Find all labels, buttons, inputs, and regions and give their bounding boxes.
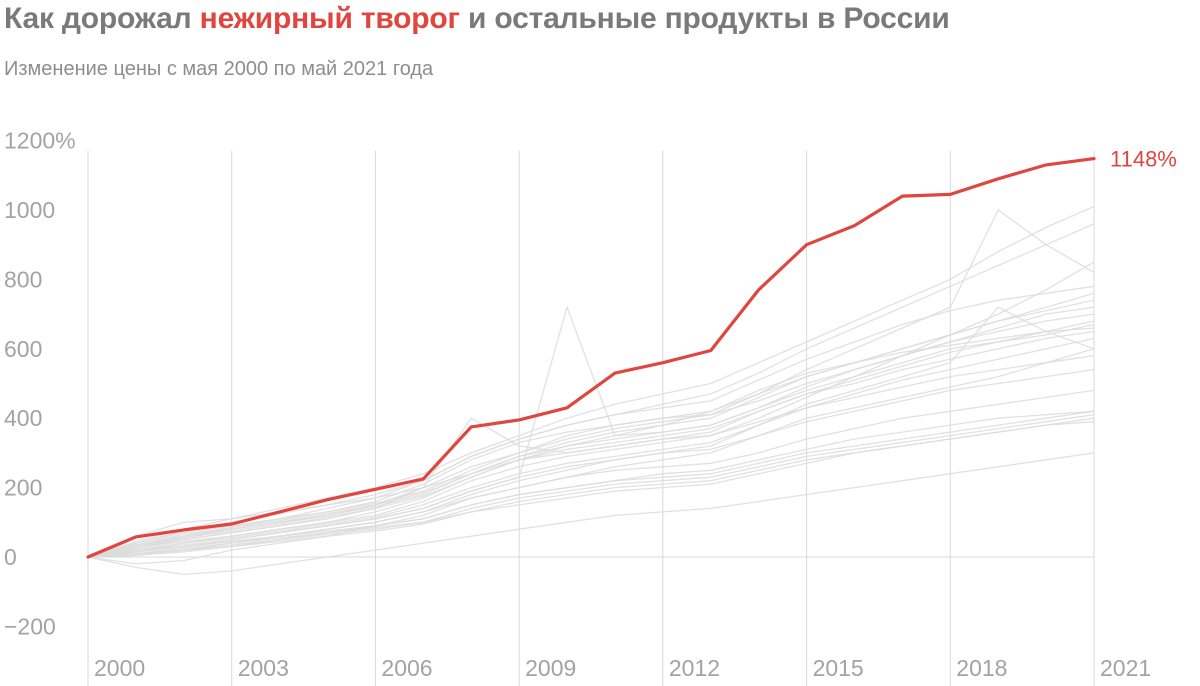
background-series-group	[87, 205, 1095, 576]
background-series-line-10	[87, 306, 1095, 558]
x-tick-label-2018: 2018	[956, 655, 1007, 681]
highlight-series-line	[86, 157, 1096, 559]
background-series-line-23	[87, 285, 1095, 558]
x-tick-label-2009: 2009	[525, 655, 576, 681]
y-axis: −200 0 200 400 600 800 1000 1200%	[4, 128, 76, 640]
chart-title: Как дорожал нежирный творог и остальные …	[4, 2, 950, 36]
background-series-line-13	[87, 452, 1095, 576]
y-tick-label-1200: 1200%	[4, 128, 76, 154]
background-series-line-3	[87, 348, 1095, 565]
y-tick-label-200: 200	[4, 475, 42, 501]
y-tick-label-800: 800	[4, 266, 42, 292]
background-series-line-22	[87, 410, 1095, 558]
background-series-line-4	[87, 306, 1095, 558]
x-tick-label-2006: 2006	[381, 655, 432, 681]
background-series-line-24	[87, 421, 1095, 558]
background-series-line-21	[87, 209, 1095, 558]
background-series-line-20	[87, 414, 1095, 558]
background-series-line-11	[87, 261, 1095, 558]
title-part-1: Как дорожал	[4, 2, 200, 35]
highlight-end-label: 1148%	[1110, 147, 1177, 172]
background-series-line-17	[87, 292, 1095, 558]
y-tick-label-400: 400	[4, 405, 42, 431]
y-tick-label-neg200: −200	[4, 613, 56, 639]
background-series-line-16	[87, 337, 1095, 558]
y-tick-label-600: 600	[4, 336, 42, 362]
x-tick-label-2021: 2021	[1100, 655, 1151, 681]
background-series-line-19	[87, 320, 1095, 558]
background-series-line-25	[87, 313, 1095, 558]
title-part-2: и остальные продукты в России	[459, 2, 950, 35]
x-axis: 2000 2003 2006 2009 2012 2015 2018 2021	[94, 655, 1151, 681]
background-series-line-18	[87, 368, 1095, 558]
x-tick-label-2003: 2003	[238, 655, 289, 681]
x-tick-label-2000: 2000	[94, 655, 145, 681]
background-series-line-9	[87, 305, 1095, 558]
chart-subtitle: Изменение цены с мая 2000 по май 2021 го…	[4, 58, 434, 80]
background-series-line-15	[87, 205, 1095, 558]
y-tick-label-1000: 1000	[4, 197, 55, 223]
grid-lines	[87, 150, 1095, 686]
highlight-series-group: 1148%	[86, 147, 1177, 559]
x-tick-label-2015: 2015	[813, 655, 864, 681]
x-tick-label-2012: 2012	[669, 655, 720, 681]
title-highlight: нежирный творог	[199, 2, 460, 35]
y-tick-label-0: 0	[4, 544, 17, 570]
background-series-line-5	[87, 389, 1095, 558]
